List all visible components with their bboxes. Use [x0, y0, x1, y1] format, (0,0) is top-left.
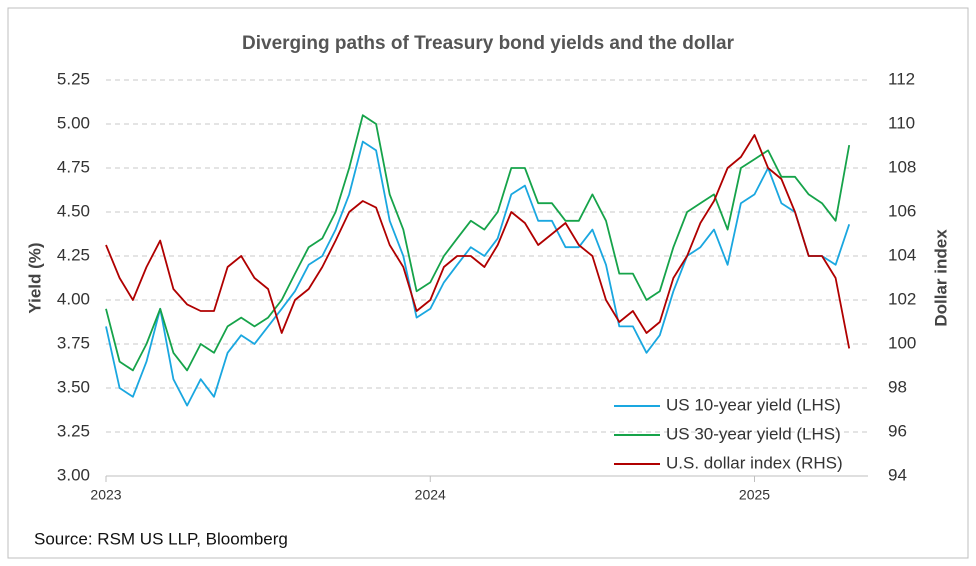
y-axis-title: Yield (%) — [25, 242, 44, 313]
x-tick-label: 2025 — [739, 487, 770, 503]
chart-title: Diverging paths of Treasury bond yields … — [242, 33, 735, 54]
y-tick-label: 5.00 — [57, 113, 90, 132]
y2-tick-label: 98 — [888, 377, 907, 396]
legend-label: U.S. dollar index (RHS) — [666, 453, 843, 472]
legend-label: US 10-year yield (LHS) — [666, 395, 841, 414]
y2-tick-label: 112 — [888, 69, 915, 88]
y-tick-label: 4.75 — [57, 157, 90, 176]
y-tick-label: 3.50 — [57, 377, 90, 396]
x-tick-label: 2024 — [415, 487, 446, 503]
y-tick-label: 4.50 — [57, 201, 90, 220]
y2-tick-label: 94 — [888, 465, 907, 484]
y2-axis-title: Dollar index — [931, 229, 950, 327]
y2-tick-label: 104 — [888, 245, 916, 264]
y-tick-label: 3.25 — [57, 421, 90, 440]
y2-tick-label: 102 — [888, 289, 916, 308]
y2-tick-label: 110 — [888, 113, 915, 132]
y-tick-label: 5.25 — [57, 69, 90, 88]
y2-tick-label: 106 — [888, 201, 916, 220]
y2-tick-label: 96 — [888, 421, 907, 440]
y2-tick-label: 100 — [888, 333, 916, 352]
y-tick-label: 4.00 — [57, 289, 90, 308]
source-note: Source: RSM US LLP, Bloomberg — [34, 529, 288, 548]
series-line — [105, 114, 851, 372]
y-tick-label: 4.25 — [57, 245, 90, 264]
y-tick-label: 3.00 — [57, 465, 90, 484]
y-tick-label: 3.75 — [57, 333, 90, 352]
legend-label: US 30-year yield (LHS) — [666, 424, 841, 443]
series-line — [105, 140, 851, 407]
chart-border — [7, 7, 969, 559]
series-line — [105, 134, 851, 349]
y2-tick-label: 108 — [888, 157, 916, 176]
x-tick-label: 2023 — [90, 487, 121, 503]
